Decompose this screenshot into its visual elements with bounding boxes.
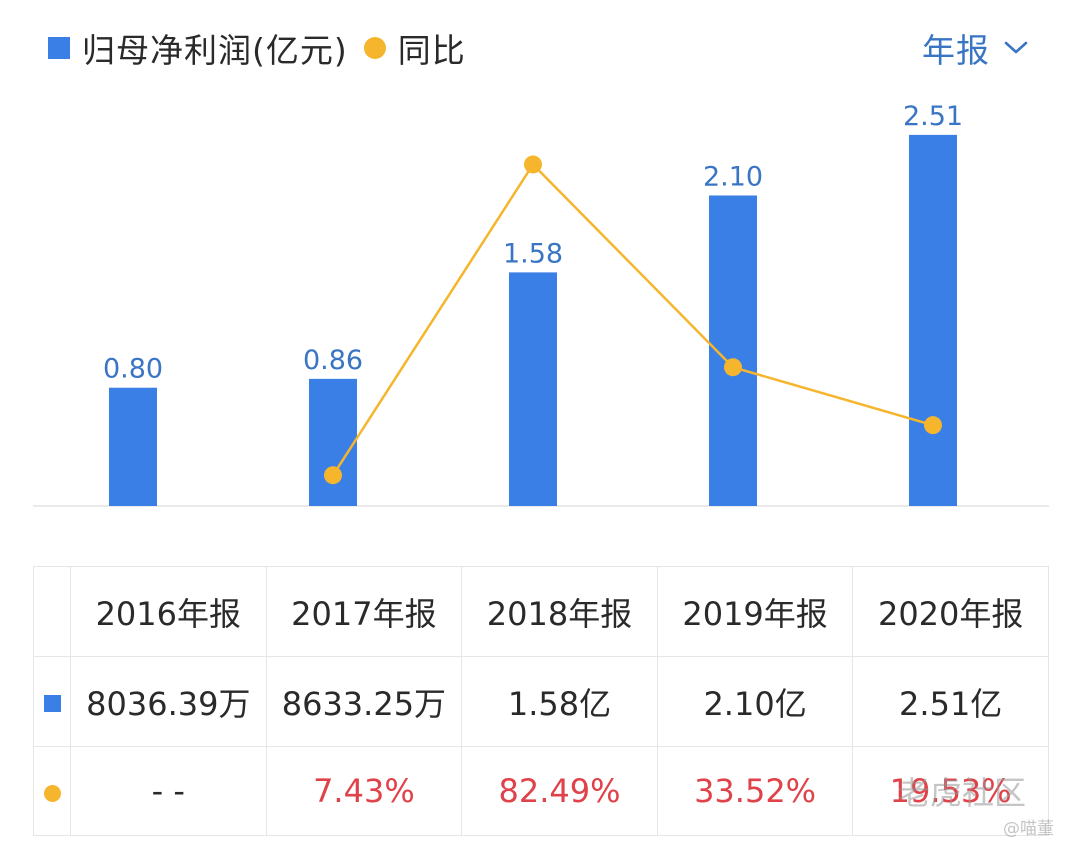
table-header-cell: 2019年报 [656, 566, 854, 657]
bar-value-label: 2.10 [703, 162, 763, 193]
bar-value-label: 2.51 [903, 101, 963, 132]
yoy-line [331, 162, 934, 476]
table-cell: 2.51亿 [852, 656, 1049, 747]
table-cell: - - [70, 746, 267, 836]
legend-bar-swatch [48, 37, 70, 59]
watermark-handle: @喵董 [1003, 819, 1054, 839]
header-corner-cell [33, 566, 71, 657]
bar-value-label: 0.80 [103, 354, 163, 385]
table-header-cell: 2018年报 [461, 566, 658, 657]
yoy-marker [43, 784, 61, 802]
yoy-point-2020年报 [924, 416, 942, 435]
table-cell: 8036.39万 [70, 656, 267, 747]
bar-2018年报 [509, 272, 557, 506]
profit-chart: 0.80 0.86 1.58 2.10 2.51 [33, 101, 1049, 507]
yoy-point-2017年报 [324, 466, 342, 485]
watermark-text: 老虎社区 [898, 774, 1027, 812]
period-label: 年报 [922, 31, 990, 70]
legend-bar-label: 归母净利润(亿元) [82, 31, 348, 70]
legend-dot-swatch [363, 37, 386, 59]
bar-2016年报 [109, 387, 157, 506]
bar-value-label: 1.58 [503, 238, 563, 269]
bar-2020年报 [909, 134, 957, 506]
table-header-cell: 2016年报 [70, 566, 267, 657]
table-header-cell: 2020年报 [852, 566, 1049, 657]
yoy-marker-cell [33, 746, 71, 836]
net-profit-marker-cell [33, 656, 71, 747]
table-header-row: 2016年报 2017年报 2018年报 2019年报 2020年报 [33, 566, 1049, 657]
table-cell: 7.43% [265, 746, 463, 836]
table-row-yoy: - - 7.43% 82.49% 33.52% 19.53% [33, 746, 1049, 836]
table-cell: 82.49% [461, 746, 658, 836]
table-cell: 8633.25万 [265, 656, 463, 747]
table-header-cell: 2017年报 [265, 566, 463, 657]
chevron-down-icon [1004, 41, 1028, 54]
yoy-point-2019年报 [724, 358, 742, 377]
bar-value-label: 0.86 [303, 345, 363, 376]
yoy-point-2018年报 [524, 155, 542, 174]
period-dropdown[interactable]: 年报 [922, 24, 1028, 72]
table-row-net-profit: 8036.39万 8633.25万 1.58亿 2.10亿 2.51亿 [33, 656, 1049, 747]
table-cell: 19.53% [852, 746, 1049, 836]
table-cell: 33.52% [656, 746, 854, 836]
data-table: 2016年报 2017年报 2018年报 2019年报 2020年报 8036.… [33, 566, 1049, 836]
bar-2017年报 [309, 378, 357, 506]
chart-legend: 归母净利润(亿元) 同比 [48, 24, 466, 72]
legend-dot-label: 同比 [397, 31, 466, 70]
table-cell: 2.10亿 [656, 656, 854, 747]
net-profit-marker [43, 695, 61, 712]
table-cell: 1.58亿 [461, 656, 658, 747]
